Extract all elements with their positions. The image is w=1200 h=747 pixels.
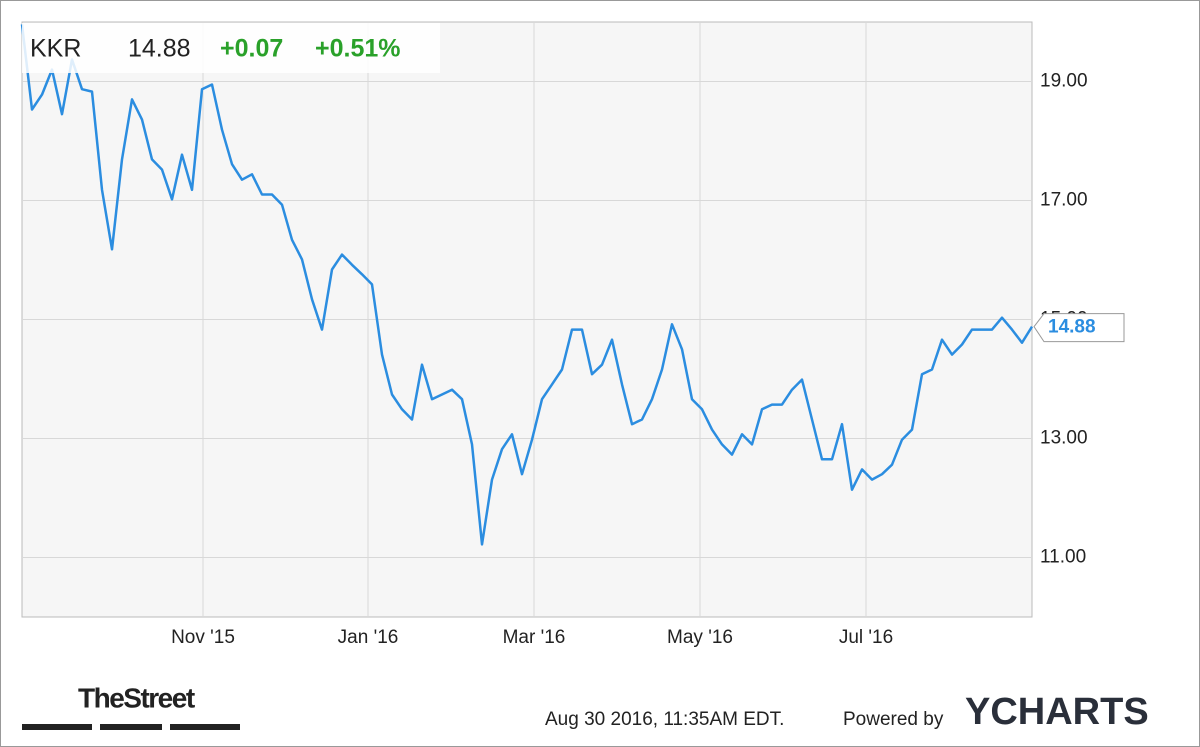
x-tick-label: Mar '16 [503, 627, 566, 648]
ticker: KKR [30, 35, 81, 63]
y-tick-label: 11.00 [1040, 547, 1086, 568]
powered-by: Powered by [843, 709, 944, 730]
last-value-label: 14.88 [1048, 317, 1096, 338]
x-tick-label: Jul '16 [839, 627, 893, 648]
x-tick-label: May '16 [667, 627, 733, 648]
logo-bar [100, 724, 162, 730]
x-tick-label: Nov '15 [171, 627, 235, 648]
source-logo: TheStreet [78, 682, 195, 713]
change-pct: +0.51% [315, 35, 401, 63]
logo-bar [22, 724, 92, 730]
last-callout [1033, 313, 1125, 343]
price: 14.88 [128, 35, 191, 63]
y-tick-label: 13.00 [1040, 428, 1088, 449]
y-tick-label: 17.00 [1040, 190, 1088, 211]
x-tick-label: Jan '16 [338, 627, 399, 648]
change: +0.07 [220, 35, 283, 63]
brand-logo: YCHARTS [965, 691, 1149, 733]
logo-bar [170, 724, 240, 730]
y-tick-label: 19.00 [1040, 71, 1088, 92]
price-line [20, 24, 1034, 546]
header-box [22, 23, 440, 73]
timestamp: Aug 30 2016, 11:35AM EDT. [545, 709, 784, 730]
